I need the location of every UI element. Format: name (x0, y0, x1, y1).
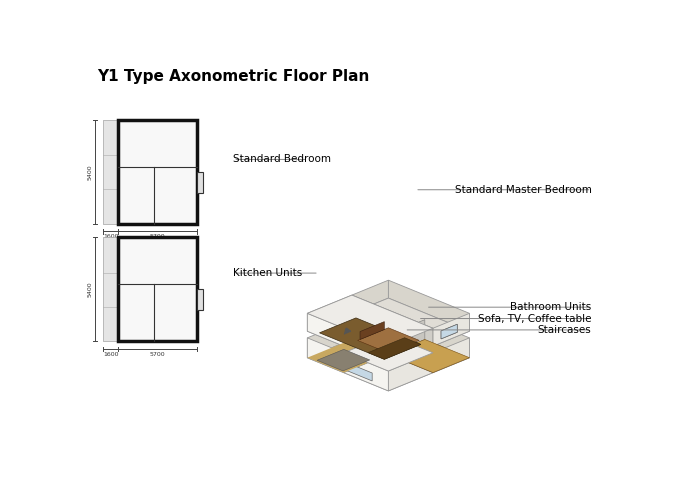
Text: 1600: 1600 (103, 235, 119, 240)
Polygon shape (344, 320, 425, 372)
Polygon shape (307, 338, 388, 391)
Polygon shape (307, 295, 433, 346)
Text: Standard Master Bedroom: Standard Master Bedroom (455, 184, 591, 195)
Text: 5400: 5400 (87, 281, 92, 297)
Bar (104, 120, 119, 224)
Text: Sofa, TV, Coffee table: Sofa, TV, Coffee table (478, 313, 591, 324)
Polygon shape (388, 313, 469, 365)
Text: 5400: 5400 (87, 164, 92, 180)
Polygon shape (368, 338, 421, 359)
Bar (104, 237, 197, 341)
Bar (197, 172, 203, 192)
Polygon shape (388, 305, 469, 358)
Polygon shape (360, 322, 384, 339)
Polygon shape (307, 305, 388, 358)
Polygon shape (317, 349, 370, 371)
Text: 1600: 1600 (103, 352, 119, 357)
Polygon shape (357, 328, 420, 353)
Text: Staircases: Staircases (538, 325, 591, 335)
Bar (104, 237, 119, 341)
Bar (119, 237, 197, 341)
Polygon shape (307, 280, 388, 331)
Polygon shape (307, 339, 388, 372)
Text: 5700: 5700 (150, 352, 166, 357)
Text: 5700: 5700 (150, 235, 166, 240)
Bar (119, 120, 197, 224)
Polygon shape (319, 318, 421, 359)
Text: Standard Bedroom: Standard Bedroom (233, 154, 331, 164)
Bar (197, 289, 203, 310)
Polygon shape (307, 325, 469, 391)
Polygon shape (344, 335, 433, 371)
Text: Kitchen Units: Kitchen Units (233, 268, 302, 278)
Polygon shape (307, 313, 388, 365)
Text: Y1 Type Axonometric Floor Plan: Y1 Type Axonometric Floor Plan (97, 68, 369, 84)
Text: Bathroom Units: Bathroom Units (511, 302, 591, 312)
Polygon shape (388, 338, 469, 391)
Polygon shape (388, 280, 469, 331)
Bar (104, 120, 197, 224)
Polygon shape (307, 298, 469, 365)
Polygon shape (376, 338, 408, 352)
Polygon shape (348, 363, 372, 381)
Polygon shape (441, 324, 457, 339)
Polygon shape (352, 320, 433, 372)
Polygon shape (441, 324, 457, 339)
Polygon shape (352, 295, 433, 346)
Polygon shape (388, 339, 469, 372)
